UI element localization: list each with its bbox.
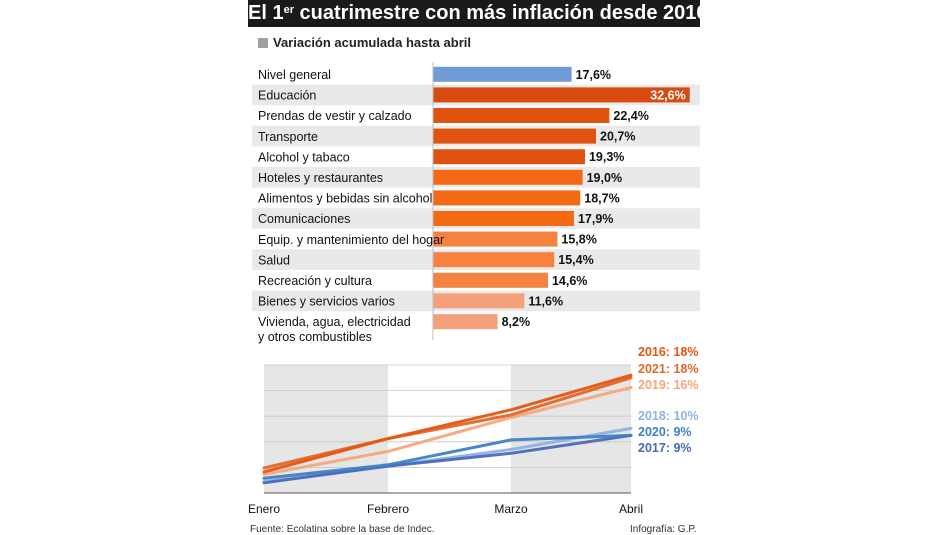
value-label: 17,9%	[578, 212, 613, 226]
category-label: Equip. y mantenimiento del hogar	[258, 233, 444, 247]
series-line-2020	[262, 433, 633, 480]
line-chart: Enero Febrero Marzo Abril 2016: 18% 2021: 18%…	[248, 345, 698, 516]
value-label: 19,3%	[589, 150, 624, 164]
category-label: Recreación y cultura	[258, 274, 372, 288]
value-label: 32,6%	[650, 88, 685, 102]
series-line-2017	[262, 433, 633, 485]
legend-swatch	[258, 38, 268, 48]
bar	[433, 252, 555, 268]
bar	[433, 231, 558, 247]
category-label: Prendas de vestir y calzado	[258, 109, 412, 123]
series-label: 2021: 18%	[638, 362, 698, 376]
series-line-2021	[262, 376, 633, 470]
legend: Variación acumulada hasta abril	[258, 35, 471, 51]
value-label: 17,6%	[576, 68, 611, 82]
value-label: 14,6%	[552, 274, 587, 288]
bar	[433, 108, 610, 123]
category-label: Alcohol y tabaco	[258, 150, 350, 164]
series-label: 2016: 18%	[638, 345, 698, 359]
value-label: 15,4%	[558, 253, 593, 267]
category-label: Vivienda, agua, electricidad y otros comb…	[258, 315, 411, 344]
month-panel	[511, 365, 631, 493]
value-label: 20,7%	[600, 130, 635, 144]
bar	[433, 293, 525, 309]
series-line-2019	[262, 385, 633, 476]
footer-credit: Infografía: G.P.	[630, 524, 697, 535]
category-label: Nivel general	[258, 68, 331, 82]
bar	[433, 211, 574, 226]
value-label: 22,4%	[613, 109, 648, 123]
category-label: Educación	[258, 89, 316, 103]
value-label: 11,6%	[528, 294, 563, 308]
bar	[433, 314, 498, 330]
x-tick-label: Marzo	[494, 502, 528, 516]
category-label: Comunicaciones	[258, 212, 350, 226]
bar	[433, 272, 548, 288]
x-tick-label: Enero	[248, 502, 280, 516]
series-line-2016	[262, 373, 633, 474]
category-label: Transporte	[258, 130, 318, 144]
series-label: 2020: 9%	[638, 425, 692, 439]
bar	[433, 169, 583, 185]
category-label: Alimentos y bebidas sin alcohol	[258, 192, 432, 206]
bar	[433, 190, 581, 206]
series-label: 2018: 10%	[638, 409, 698, 423]
category-label: Salud	[258, 253, 290, 267]
bar	[433, 128, 597, 144]
value-label: 19,0%	[587, 171, 622, 185]
value-label: 18,7%	[584, 191, 619, 205]
category-label: Hoteles y restaurantes	[258, 171, 383, 185]
series-label: 2017: 9%	[638, 441, 692, 455]
x-tick-label: Febrero	[367, 502, 409, 516]
footer-source: Fuente: Ecolatina sobre la base de Indec…	[250, 524, 435, 535]
value-label: 8,2%	[502, 315, 531, 329]
x-tick-label: Abril	[619, 502, 643, 516]
bar	[433, 149, 585, 165]
bar-chart: Nivel general 17,6% Educación 32,6% Prendas …	[252, 62, 700, 344]
chart-title: El 1er cuatrimestre con más inflación de…	[248, 0, 708, 27]
legend-label: Variación acumulada hasta abril	[273, 35, 471, 50]
value-label: 15,8%	[561, 233, 596, 247]
bar	[433, 87, 690, 103]
series-label: 2019: 16%	[638, 378, 698, 392]
bar	[433, 66, 572, 82]
category-label: Bienes y servicios varios	[258, 295, 395, 309]
